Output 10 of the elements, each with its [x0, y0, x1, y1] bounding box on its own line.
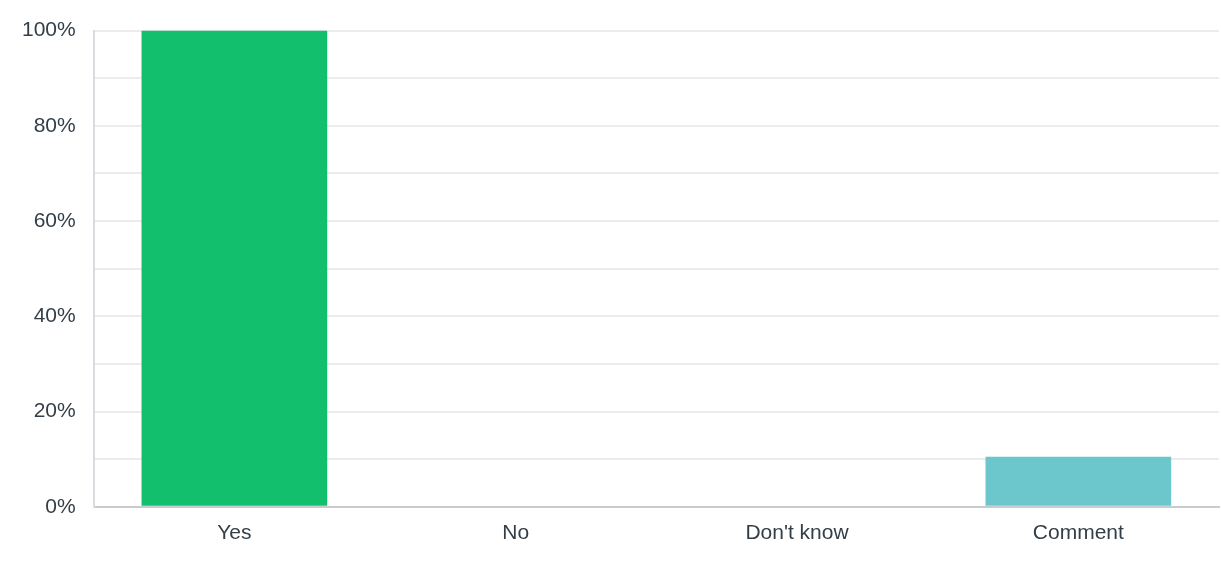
x-tick-label: Yes: [217, 520, 252, 544]
y-tick-label: 80%: [33, 112, 76, 136]
y-tick-label: 0%: [45, 493, 76, 517]
y-tick-label: 60%: [33, 207, 76, 231]
y-tick-label: 40%: [33, 303, 76, 327]
x-tick-label: No: [502, 520, 530, 544]
x-tick-label: Comment: [1032, 520, 1125, 544]
y-tick-label: 20%: [33, 398, 76, 422]
y-tick-label: 100%: [21, 17, 76, 41]
x-tick-label: Don't know: [745, 520, 850, 544]
